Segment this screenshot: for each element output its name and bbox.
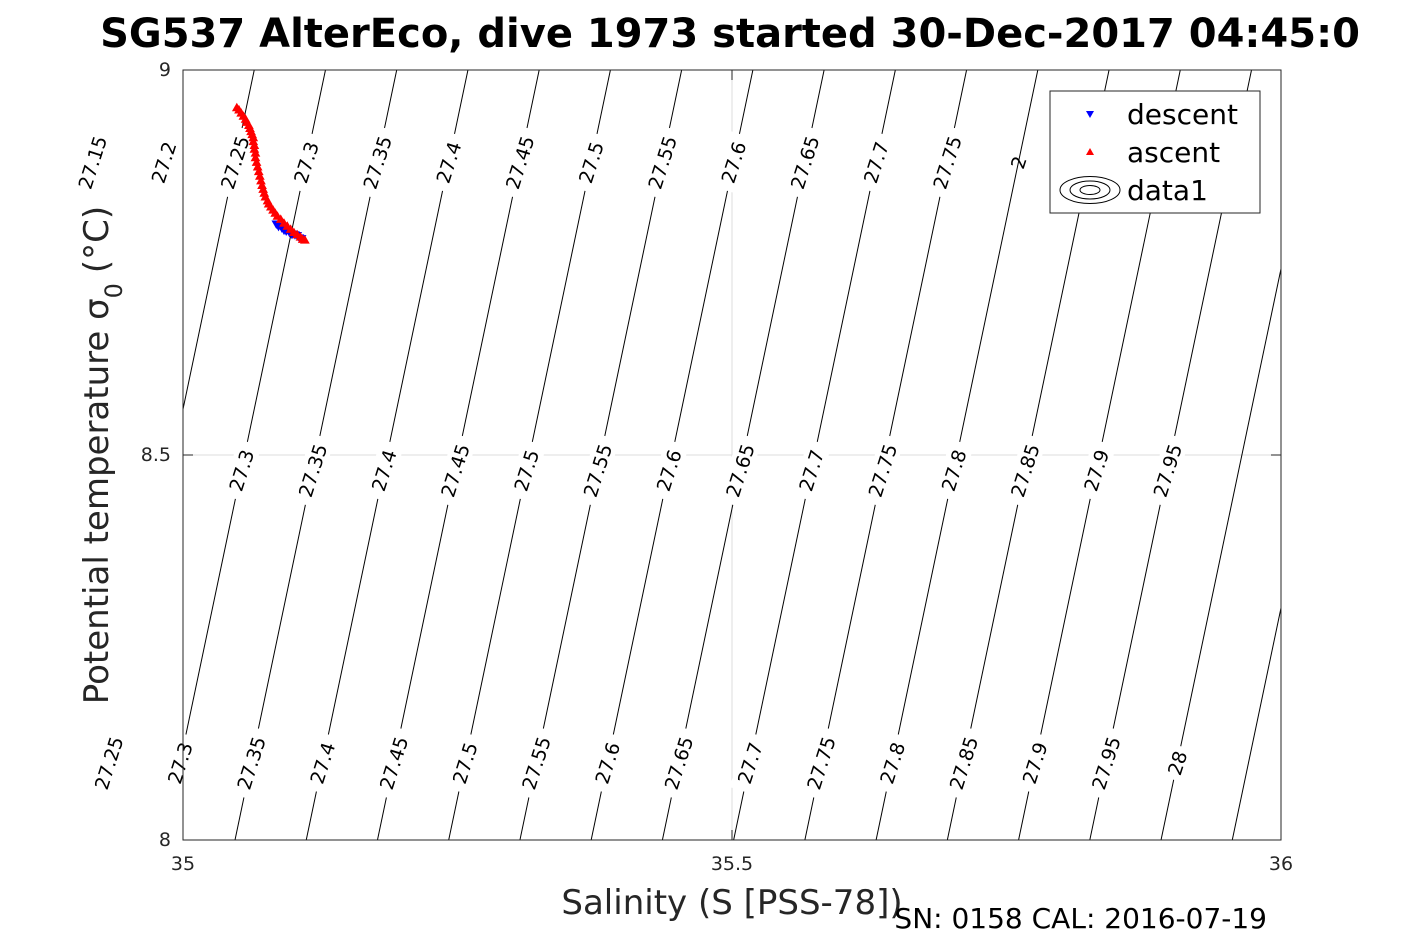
isopycnal-label-bg: [70, 125, 115, 200]
isopycnal-label-bg: [570, 131, 612, 194]
isopycnal-line: [1160, 266, 1281, 840]
y-axis-label-main: Potential temperature σ: [77, 298, 117, 704]
isopycnal-label-bg: [212, 125, 257, 200]
legend-label-data1: data1: [1127, 174, 1208, 207]
isopycnal-label-bg: [506, 439, 547, 502]
x-axis-label: Salinity (S [PSS-78]): [561, 883, 902, 923]
isopycnal-label-bg: [729, 731, 771, 795]
isopycnal-label-bg: [428, 131, 469, 194]
isopycnal-label-bg: [872, 731, 913, 795]
ascent-point: [300, 235, 310, 244]
isopycnal-label-bg: [514, 726, 559, 800]
isopycnal-label: 27.25: [86, 726, 131, 800]
isopycnal-label-bg: [229, 726, 274, 800]
x-tick-label: 35: [171, 853, 195, 875]
x-tick-label: 36: [1269, 853, 1293, 875]
legend-marker-descent: [1086, 111, 1094, 118]
isopycnal-label-bg: [713, 131, 754, 194]
axis-ticks: 35 35.5 36 8 8.5 9: [141, 59, 1293, 875]
isopycnal-line: [1231, 605, 1281, 840]
legend-marker-contour: [1079, 185, 1101, 195]
isopycnal-line: [183, 70, 255, 412]
isopycnal-label-bg: [941, 726, 986, 800]
isopycnal-label-bg: [1160, 743, 1194, 783]
y-tick-label: 9: [159, 59, 171, 81]
isopycnal-label: 27.15: [70, 125, 115, 200]
legend-marker-ascent: [1086, 148, 1094, 155]
isopycnal-line: [1304, 70, 1417, 840]
legend-marker-contour: [1069, 180, 1111, 200]
isopycnal-label-bg: [1014, 731, 1055, 795]
isopycnal-label-text: 27.2: [148, 139, 182, 186]
data-series: [231, 102, 310, 244]
isopycnal-label-bg: [640, 125, 685, 200]
isopycnal-label-bg: [444, 731, 486, 795]
isopycnal-label-bg: [799, 726, 844, 800]
isopycnal-label-bg: [433, 433, 478, 508]
isopycnal-label-bg: [143, 131, 184, 194]
legend: descent ascent data1: [1049, 90, 1261, 214]
x-tick-label: 35.5: [711, 853, 753, 875]
isopycnal-label-bg: [221, 439, 262, 502]
isopycnal-label-bg: [933, 439, 974, 502]
isopycnal-label-bg: [363, 439, 405, 502]
legend-label-descent: descent: [1127, 98, 1238, 131]
isopycnal-label-bg: [497, 125, 542, 200]
isopycnal-label-bg: [1002, 433, 1047, 508]
isopycnal-labels: 27.15 27.2 27.25 27.3 27.35 27.4 27.45 27.5 27.5…: [70, 125, 1194, 800]
chart-title: SG537 AlterEco, dive 1973 started 30-Dec…: [100, 11, 1360, 57]
y-tick-label: 8.5: [141, 444, 171, 466]
isopycnal-label-bg: [925, 125, 970, 200]
isopycnal-line: [1375, 70, 1417, 840]
isopycnal-label-bg: [159, 731, 201, 795]
isopycnal-label-bg: [1145, 433, 1190, 508]
isopycnal-label-bg: [717, 433, 763, 508]
isopycnal-label-bg: [791, 439, 832, 502]
isopycnal-label-bg: [1075, 439, 1117, 502]
legend-box: [1049, 90, 1261, 214]
isopycnal-label-bg: [355, 125, 400, 200]
isopycnal-label-bg: [1083, 726, 1128, 800]
legend-marker-contour: [1059, 176, 1121, 204]
footer-serial-cal: SN: 0158 CAL: 2016-07-19: [894, 902, 1267, 935]
isopycnal-label-bg: [782, 125, 827, 200]
isopycnal-label-bg: [86, 726, 131, 800]
isopycnal-label: 27.3: [221, 439, 262, 502]
isopycnal-label-bg: [860, 433, 905, 508]
y-axis-label: Potential temperature σ0 (°C): [77, 206, 128, 704]
isopycnal-label-bg: [587, 731, 628, 795]
legend-label-ascent: ascent: [1127, 136, 1220, 169]
isopycnal-label-bg: [656, 726, 701, 800]
y-axis-label-unit: (°C): [77, 206, 117, 273]
isopycnal-label-bg: [648, 439, 689, 502]
isopycnal-label-bg: [855, 131, 897, 194]
isopycnal-label: 27.2: [143, 131, 184, 194]
isopycnal-label-bg: [575, 433, 620, 508]
isopycnal-label-bg: [290, 433, 335, 508]
y-axis-label-subscript: 0: [100, 283, 128, 298]
isopycnal-label-bg: [285, 131, 327, 194]
y-tick-label: 8: [159, 829, 171, 851]
isopycnal-label-bg: [302, 731, 343, 795]
isopycnal-label-bg: [371, 726, 416, 800]
